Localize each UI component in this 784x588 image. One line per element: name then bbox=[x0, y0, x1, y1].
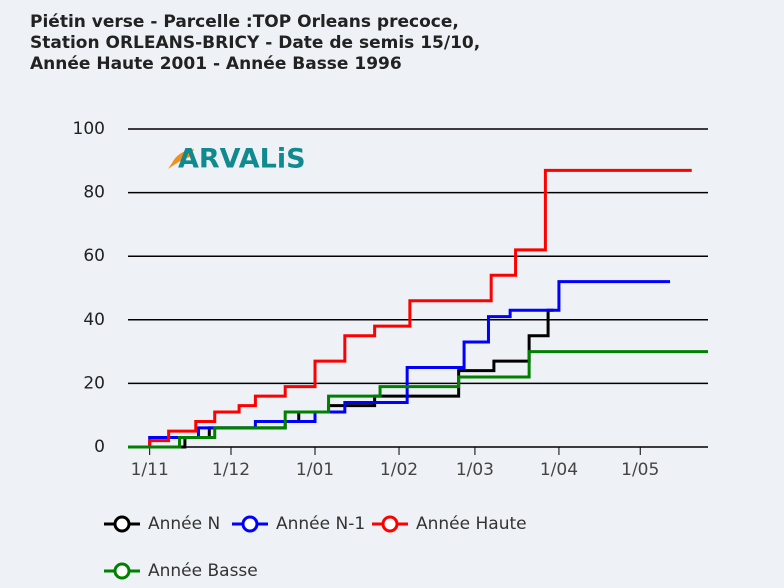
logo-leaf bbox=[168, 149, 194, 169]
legend-label: Année N-1 bbox=[276, 514, 365, 534]
x-tick-label: 1/03 bbox=[456, 460, 494, 480]
chart-title: Piétin verse - Parcelle :TOP Orleans pre… bbox=[30, 12, 730, 75]
y-tick-label: 100 bbox=[73, 119, 105, 139]
legend-label: Année N bbox=[148, 514, 220, 534]
series-line bbox=[128, 308, 554, 449]
series-line bbox=[128, 280, 671, 449]
y-tick-label: 60 bbox=[83, 246, 105, 266]
legend-marker bbox=[381, 515, 399, 533]
title-line: Piétin verse - Parcelle :TOP Orleans pre… bbox=[30, 12, 459, 32]
x-tick-label: 1/05 bbox=[621, 460, 659, 480]
x-tick-label: 1/12 bbox=[212, 460, 250, 480]
legend-marker bbox=[241, 515, 259, 533]
series-line bbox=[128, 350, 708, 449]
x-tick-label: 1/04 bbox=[540, 460, 578, 480]
y-tick-label: 80 bbox=[83, 183, 105, 203]
x-tick-label: 1/01 bbox=[296, 460, 334, 480]
title-line: Année Haute 2001 - Année Basse 1996 bbox=[30, 54, 402, 74]
legend-label: Année Basse bbox=[148, 561, 258, 581]
y-tick-label: 0 bbox=[94, 437, 105, 457]
logo: ARVALiS bbox=[178, 144, 306, 175]
legend-marker bbox=[113, 515, 131, 533]
y-tick-label: 40 bbox=[83, 310, 105, 330]
series-line bbox=[128, 168, 692, 449]
title-line: Station ORLEANS-BRICY - Date de semis 15… bbox=[30, 33, 481, 53]
legend-label: Année Haute bbox=[416, 514, 527, 534]
y-tick-label: 20 bbox=[83, 373, 105, 393]
x-tick-label: 1/11 bbox=[131, 460, 169, 480]
legend-marker bbox=[113, 562, 131, 580]
x-tick-label: 1/02 bbox=[380, 460, 418, 480]
